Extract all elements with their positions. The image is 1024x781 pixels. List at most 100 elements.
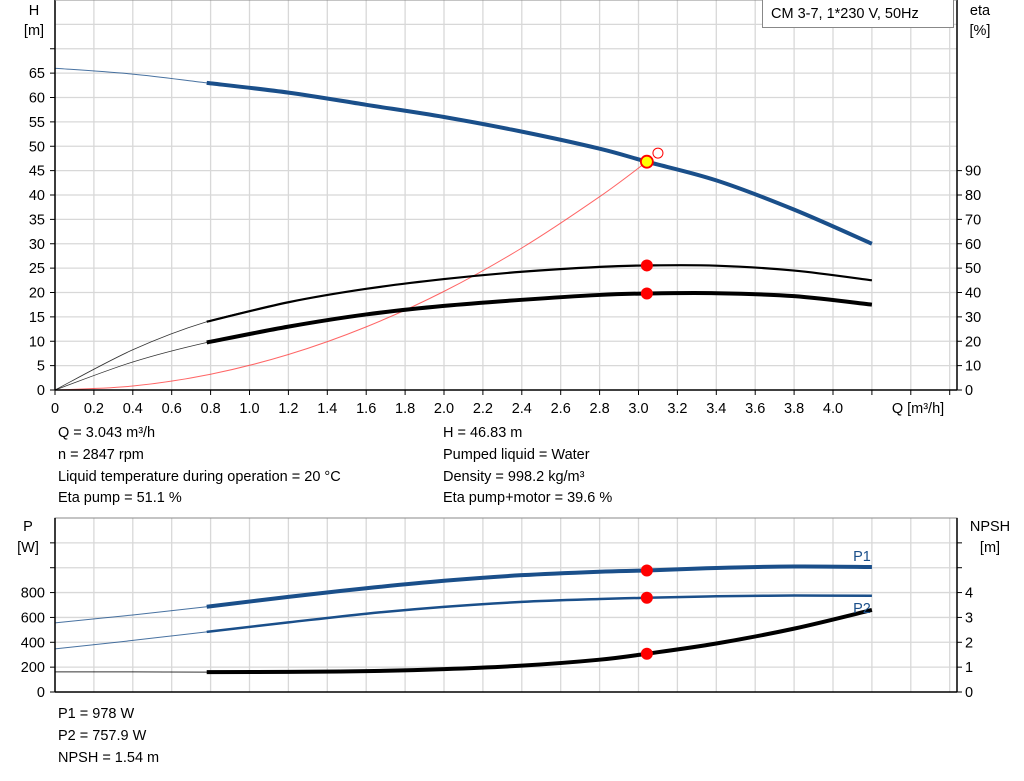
pump-title: CM 3-7, 1*230 V, 50Hz [762, 0, 954, 28]
p2-duty-marker [640, 591, 653, 604]
q-tick-label: 1.4 [317, 401, 337, 417]
h-tick-label: 20 [29, 286, 45, 302]
head-curve-thin [54, 67, 873, 245]
p1-series-label: P1 [853, 549, 871, 565]
p2-curve [206, 594, 872, 634]
h-tick-label: 40 [29, 188, 45, 204]
eta-tick-label: 80 [965, 188, 981, 204]
eta-tick-label: 20 [965, 334, 981, 350]
info-eta-pump: Eta pump = 51.1 % [58, 490, 182, 506]
info-p2: P2 = 757.9 W [58, 728, 147, 744]
q-tick-label: 3.2 [667, 401, 687, 417]
p-tick-label: 800 [21, 586, 45, 602]
p2-curve-thin [54, 595, 872, 650]
axis-labels: H [m] eta [%] Q [m³/h] P [W] NPSH [m] P1… [17, 3, 1010, 617]
system-curve-thin [54, 161, 648, 391]
npsh-tick-label: 3 [965, 610, 973, 626]
q-tick-label: 2.8 [590, 401, 610, 417]
q-tick-label: 1.2 [278, 401, 298, 417]
markers [639, 147, 664, 660]
h-tick-label: 30 [29, 237, 45, 253]
eta-pump-duty-marker [640, 259, 653, 272]
q-tick-label: 3.4 [706, 401, 726, 417]
h-tick-label: 35 [29, 212, 45, 228]
eta-tick-label: 30 [965, 310, 981, 326]
p-axis-unit: [W] [17, 540, 39, 556]
q-tick-label: 0.4 [123, 401, 143, 417]
info-npsh: NPSH = 1.54 m [58, 750, 160, 766]
q-tick-label: 4.0 [823, 401, 843, 417]
eta-pump-motor-curve [206, 291, 873, 345]
npsh-tick-label: 4 [965, 586, 973, 602]
h-axis-label: H [29, 3, 39, 19]
npsh-tick-label: 1 [965, 660, 973, 676]
curves [54, 67, 873, 675]
q-axis-label: Q [m³/h] [892, 401, 944, 417]
eta-tick-label: 0 [965, 383, 973, 399]
q-tick-label: 1.6 [356, 401, 376, 417]
h-tick-label: 50 [29, 139, 45, 155]
q-tick-label: 0.8 [201, 401, 221, 417]
eta-axis-label: eta [970, 3, 991, 19]
info-head: H = 46.83 m [443, 425, 523, 441]
info-p1: P1 = 978 W [58, 706, 135, 722]
p2-series-label: P2 [853, 601, 871, 617]
info-eta-pump-motor: Eta pump+motor = 39.6 % [443, 490, 613, 506]
h-tick-label: 0 [37, 383, 45, 399]
head-curve [206, 80, 873, 246]
eta-tick-label: 90 [965, 164, 981, 180]
h-axis-unit: [m] [24, 23, 44, 39]
npsh-tick-label: 0 [965, 685, 973, 701]
npsh-curve [206, 608, 873, 675]
p-tick-label: 600 [21, 610, 45, 626]
requested-point-marker [652, 147, 664, 159]
grid [54, 0, 957, 692]
info-liquid-temp: Liquid temperature during operation = 20… [58, 469, 341, 485]
h-tick-label: 55 [29, 115, 45, 131]
npsh-tick-label: 2 [965, 635, 973, 651]
q-tick-label: 3.0 [628, 401, 648, 417]
q-tick-label: 1.8 [395, 401, 415, 417]
q-tick-label: 2.2 [473, 401, 493, 417]
eta-pump-curve [206, 264, 873, 323]
eta-tick-label: 10 [965, 359, 981, 375]
p1-duty-marker [640, 564, 653, 577]
q-tick-label: 2.0 [434, 401, 454, 417]
info-q: Q = 3.043 m³/h [58, 425, 156, 441]
info-density: Density = 998.2 kg/m³ [443, 469, 585, 485]
h-tick-label: 65 [29, 66, 45, 82]
q-tick-label: 2.6 [551, 401, 571, 417]
npsh-axis-label: NPSH [970, 519, 1010, 535]
h-tick-label: 10 [29, 334, 45, 350]
q-tick-label: 3.6 [745, 401, 765, 417]
eta-tick-label: 40 [965, 286, 981, 302]
q-tick-label: 2.4 [512, 401, 532, 417]
h-tick-label: 25 [29, 261, 45, 277]
npsh-axis-unit: [m] [980, 540, 1000, 556]
q-tick-label: 1.0 [239, 401, 259, 417]
axes: 0 0.2 0.4 0.6 0.8 1.0 1.2 1.4 1.6 1.8 2.0 2.2 2.4 2.6… [21, 0, 981, 701]
h-tick-label: 60 [29, 91, 45, 107]
p1-curve [206, 564, 872, 609]
q-tick-label: 0.6 [162, 401, 182, 417]
p-tick-label: 400 [21, 635, 45, 651]
h-tick-label: 5 [37, 359, 45, 375]
h-tick-label: 15 [29, 310, 45, 326]
info-pumped-liquid: Pumped liquid = Water [443, 447, 590, 463]
q-tick-label: 3.8 [784, 401, 804, 417]
head-duty-marker [639, 154, 654, 169]
q-tick-label: 0.2 [84, 401, 104, 417]
eta-pump-motor-duty-marker [640, 287, 653, 300]
eta-axis-unit: [%] [970, 23, 991, 39]
eta-tick-label: 60 [965, 237, 981, 253]
eta-tick-label: 70 [965, 212, 981, 228]
eta-tick-label: 50 [965, 261, 981, 277]
npsh-curve-thin [54, 609, 873, 673]
npsh-duty-marker [640, 647, 653, 660]
eta-pump-curve-thin [54, 264, 872, 391]
h-tick-label: 45 [29, 164, 45, 180]
p-tick-label: 200 [21, 660, 45, 676]
q-tick-label: 0 [51, 401, 59, 417]
p-axis-label: P [23, 519, 33, 535]
